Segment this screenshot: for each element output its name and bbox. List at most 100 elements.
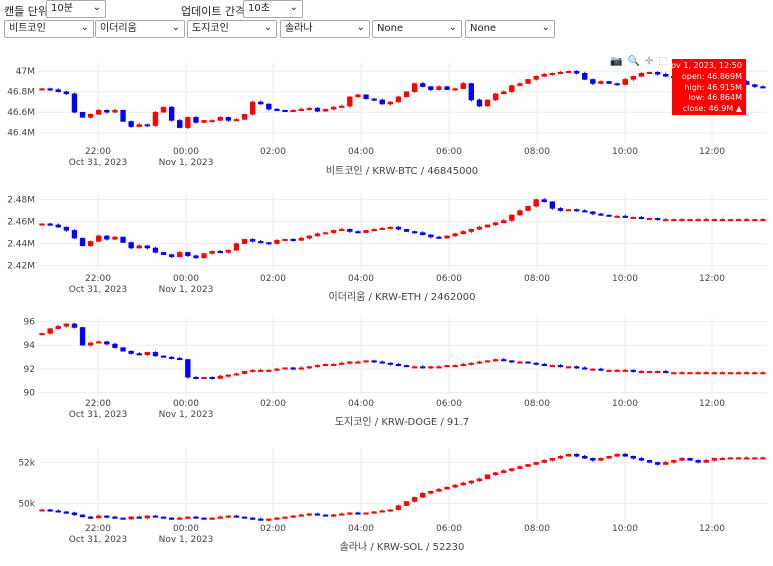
candle-unit-select[interactable]: 10분 ⌄: [46, 0, 106, 18]
candle: [347, 228, 353, 233]
candle-body: [679, 372, 685, 375]
candle-body: [314, 233, 321, 237]
candle-body: [63, 323, 70, 327]
candle: [63, 511, 70, 515]
chevron-down-icon: ⌄: [356, 22, 365, 33]
candle: [104, 340, 110, 346]
candle-body: [760, 219, 766, 222]
candle: [711, 457, 718, 462]
coin-select-1[interactable]: 비트코인 ⌄: [4, 20, 94, 38]
candle: [79, 237, 86, 247]
candle-body: [468, 229, 475, 232]
candle: [614, 453, 620, 458]
candle-body: [460, 231, 466, 234]
candle-body: [339, 229, 345, 232]
candle-body: [501, 91, 507, 95]
coin-select-2[interactable]: 이더리움 ⌄: [95, 20, 185, 38]
candle: [468, 228, 475, 233]
candle-body: [39, 333, 45, 336]
candle-body: [201, 120, 207, 123]
candle: [744, 218, 750, 222]
candle: [719, 371, 726, 375]
candle-body: [112, 109, 118, 113]
candle: [168, 106, 175, 122]
candle-body: [225, 515, 232, 518]
candle: [687, 457, 693, 461]
candle: [436, 488, 442, 493]
coin-select-3[interactable]: 도지코인 ⌄: [187, 20, 277, 38]
candle: [298, 513, 304, 517]
candle: [663, 72, 669, 78]
tooltip-close: close: 46.9M ▲: [683, 104, 743, 113]
candle-body: [703, 460, 709, 463]
candle-body: [339, 105, 345, 108]
candle-body: [55, 326, 61, 329]
coin-select-4[interactable]: 솔라나 ⌄: [280, 20, 370, 38]
candle-body: [347, 361, 353, 364]
candle: [322, 232, 329, 235]
candle-body: [201, 376, 207, 379]
y-tick-label: 47M: [16, 67, 35, 77]
box-select-icon[interactable]: ⬚: [658, 56, 673, 67]
candle: [727, 457, 734, 460]
candle: [460, 481, 466, 486]
x-tick-label: 02:00: [260, 524, 286, 534]
candle: [395, 225, 402, 231]
candle-body: [598, 368, 604, 371]
candle-body: [735, 219, 742, 222]
candle-body: [671, 219, 677, 222]
candle-body: [517, 83, 523, 86]
candle-body: [47, 509, 53, 512]
zoom-icon[interactable]: 🔍: [627, 56, 645, 67]
candle-body: [533, 362, 539, 365]
candle-body: [87, 342, 94, 346]
candle: [47, 508, 53, 512]
candle: [468, 480, 475, 485]
candle-body: [79, 237, 86, 247]
candle: [112, 342, 118, 349]
candle-body: [249, 238, 256, 242]
coin-select-6[interactable]: None ⌄: [465, 20, 555, 38]
candle: [144, 245, 151, 250]
update-interval-select[interactable]: 10초 ⌄: [243, 0, 303, 18]
candle: [168, 356, 175, 360]
candle: [152, 111, 159, 127]
pan-icon[interactable]: ✛: [644, 56, 659, 67]
candle: [104, 235, 110, 241]
candle: [201, 253, 207, 259]
candle-body: [355, 361, 361, 364]
candle: [160, 355, 167, 358]
candle-body: [460, 83, 466, 89]
y-tick-label: 96: [24, 318, 36, 328]
candle-body: [582, 73, 588, 80]
candle-body: [695, 460, 701, 463]
candle: [120, 109, 126, 122]
candle: [249, 101, 256, 116]
candle-body: [128, 350, 134, 354]
candle-body: [330, 230, 337, 233]
y-tick-label: 2.46M: [7, 218, 35, 228]
candle-body: [363, 94, 369, 100]
candle-body: [177, 358, 183, 361]
candle: [274, 239, 280, 245]
x-tick-label: 22:00: [85, 399, 111, 409]
camera-icon[interactable]: 📷: [610, 56, 628, 67]
candle: [517, 82, 523, 87]
candle: [355, 93, 361, 98]
tooltip-high: high: 46.915M: [684, 83, 742, 92]
candle-body: [646, 460, 653, 463]
candle: [217, 515, 223, 519]
candle: [63, 323, 70, 328]
candle: [492, 92, 499, 102]
candle: [290, 515, 296, 518]
candle-body: [460, 482, 466, 486]
y-tick-label: 2.42M: [7, 262, 35, 272]
candle-body: [379, 227, 385, 230]
candle-body: [233, 373, 240, 376]
coin-select-5[interactable]: None ⌄: [372, 20, 462, 38]
candle: [663, 461, 669, 466]
